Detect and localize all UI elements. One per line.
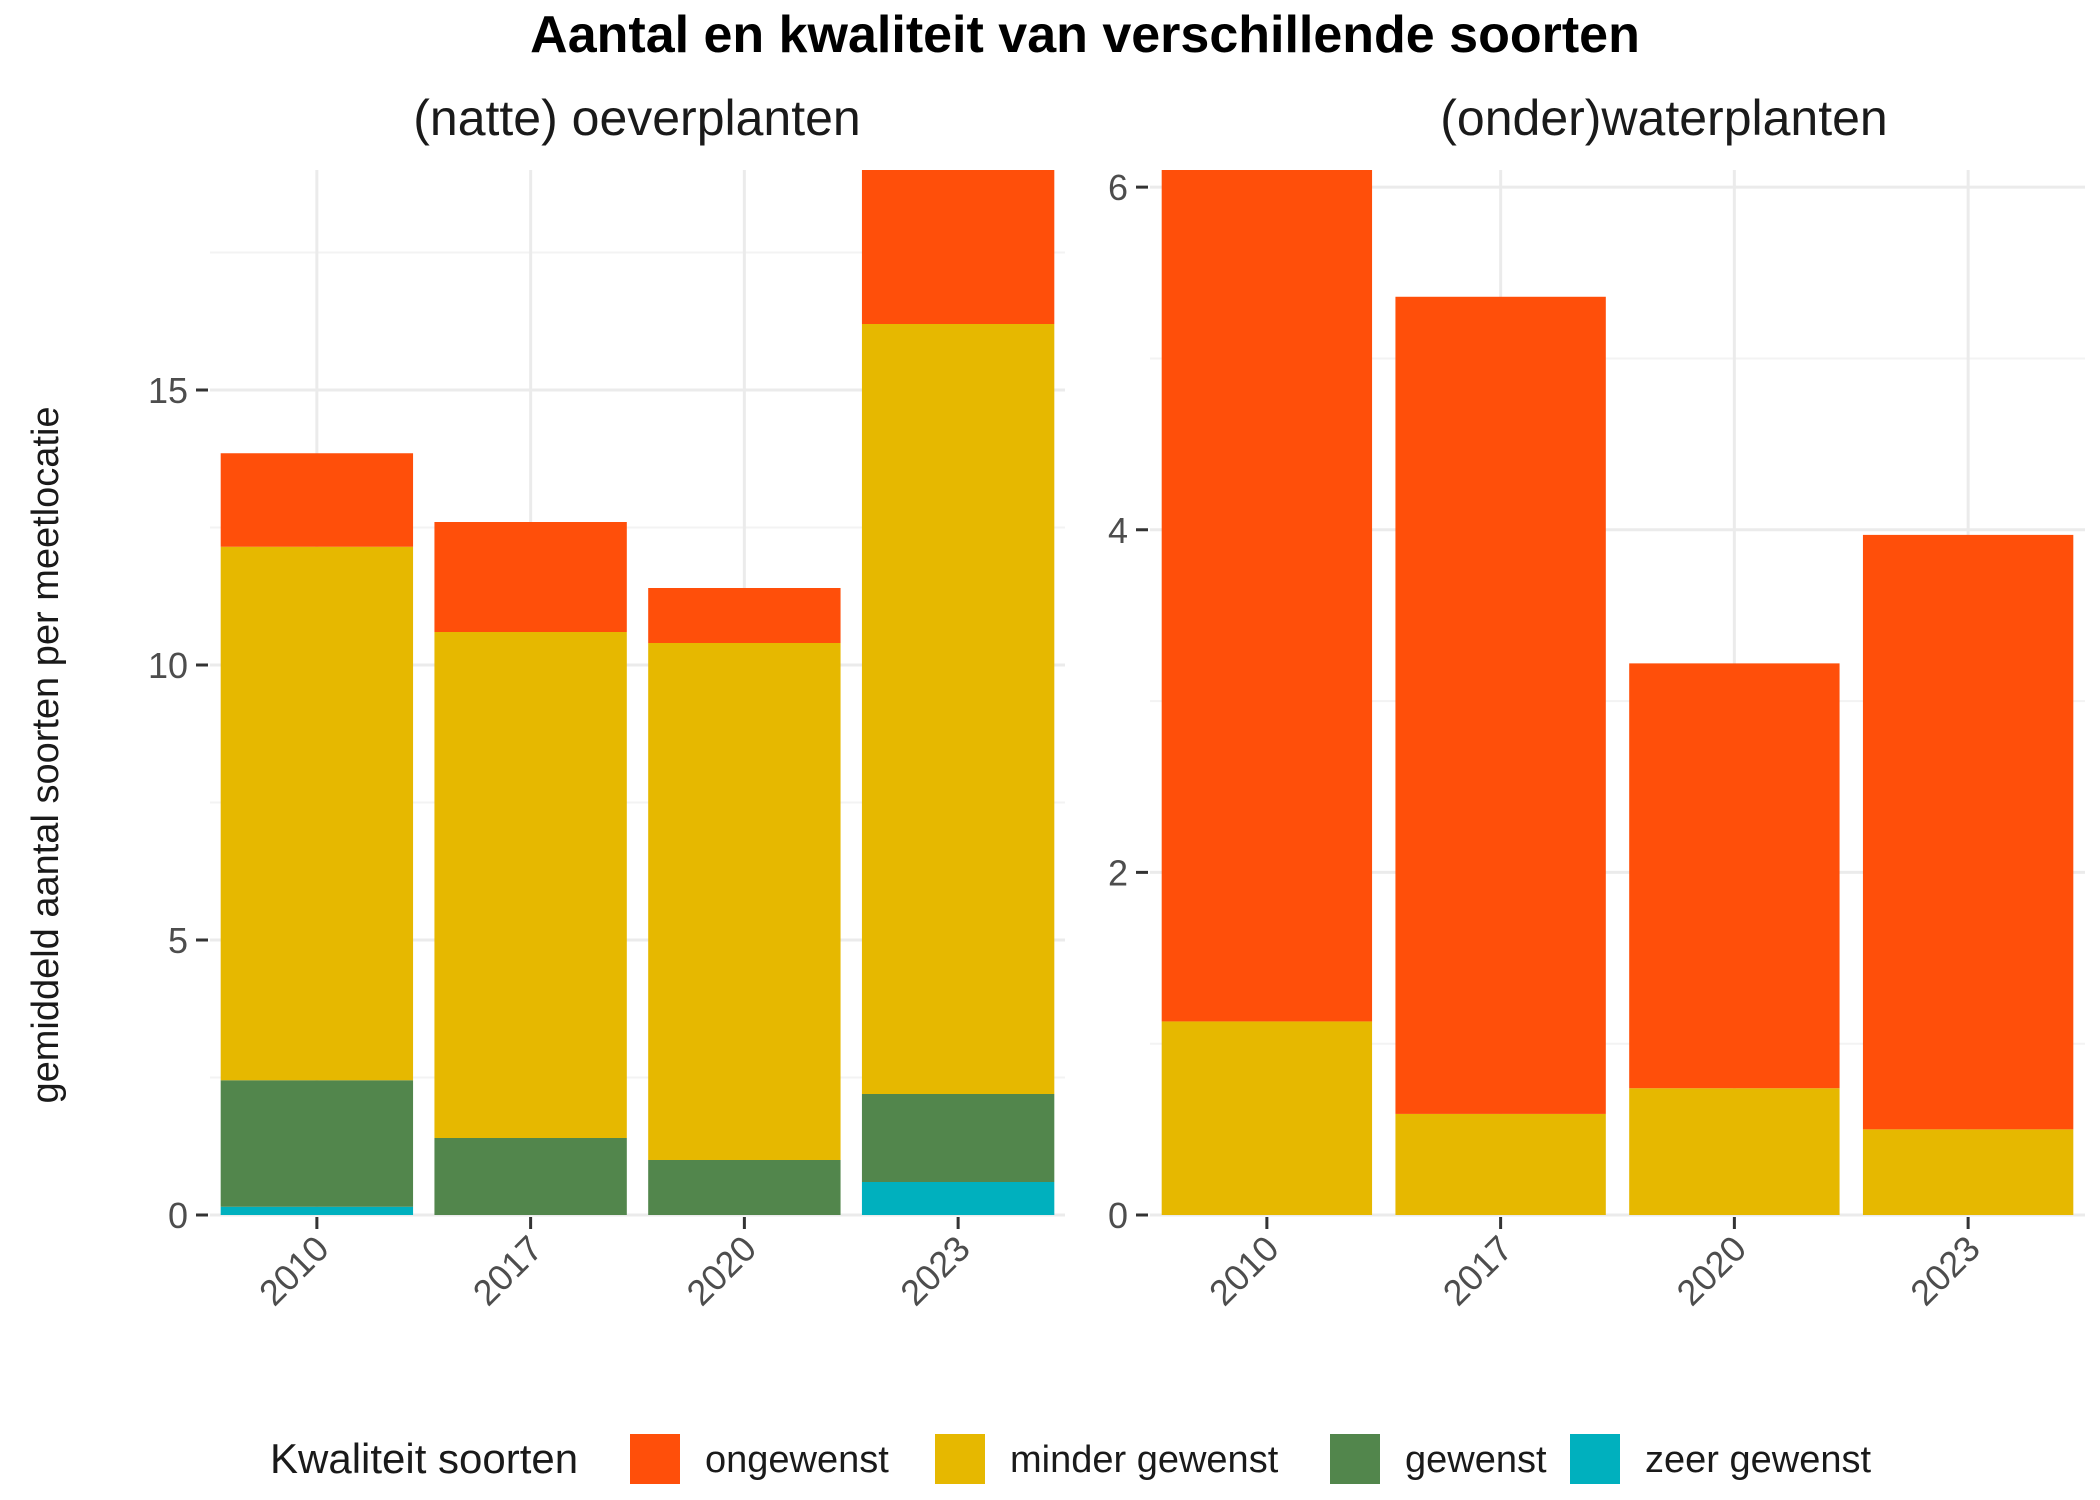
bar-segment-minder-gewenst	[434, 632, 627, 1138]
x-tick-label: 2020	[1668, 1228, 1754, 1314]
bar-segment-ongewenst	[1161, 170, 1373, 1022]
bar-segment-gewenst	[861, 1094, 1055, 1182]
bar-segment-minder-gewenst	[1629, 1088, 1840, 1215]
y-tick-label: 10	[148, 645, 188, 686]
bar-segment-ongewenst	[1629, 663, 1840, 1089]
panel-2: (onder)waterplanten 0 2 4 6 2010 2017 2020 2023	[1108, 90, 2085, 1313]
y-tick-label: 6	[1108, 167, 1128, 208]
legend-key-zeer-gewenst	[1570, 1434, 1620, 1484]
panel-title: (onder)waterplanten	[1440, 90, 1888, 146]
x-tick-label: 2023	[892, 1228, 978, 1314]
legend-label: gewenst	[1405, 1439, 1547, 1481]
bar-segment-gewenst	[434, 1138, 627, 1215]
bar-segment-ongewenst	[648, 588, 841, 643]
x-tick-label: 2023	[1902, 1228, 1988, 1314]
panel-1: (natte) oeverplanten 0 5 10 15 2010 2017 2020 20…	[148, 90, 1065, 1313]
x-tick-label: 2020	[678, 1228, 764, 1314]
x-tick-label: 2010	[1201, 1228, 1287, 1314]
bar-segment-ongewenst	[1862, 534, 2074, 1130]
legend-key-minder-gewenst	[935, 1434, 985, 1484]
x-tick-label: 2017	[1435, 1228, 1521, 1314]
legend: Kwaliteit soorten ongewenst minder gewens…	[270, 1434, 1871, 1484]
chart-title: Aantal en kwaliteit van verschillende so…	[530, 6, 1640, 64]
x-tick-label: 2017	[465, 1228, 551, 1314]
bar-segment-minder-gewenst	[1862, 1129, 2074, 1215]
legend-title: Kwaliteit soorten	[270, 1435, 578, 1482]
bar-segment-zeer-gewenst	[861, 1182, 1055, 1215]
legend-label: ongewenst	[705, 1439, 889, 1481]
bar-segment-ongewenst	[861, 170, 1055, 324]
x-tick-label: 2010	[251, 1228, 337, 1314]
bar-segment-minder-gewenst	[648, 643, 841, 1160]
bar-segment-minder-gewenst	[1161, 1021, 1373, 1215]
y-axis-label: gemiddeld aantal soorten per meetlocatie	[25, 406, 67, 1103]
y-tick-label: 4	[1108, 510, 1128, 551]
bar-segment-minder-gewenst	[861, 324, 1055, 1094]
y-tick-label: 15	[148, 370, 188, 411]
y-tick-label: 0	[168, 1195, 188, 1236]
bar-segment-minder-gewenst	[220, 546, 414, 1081]
bar-segment-ongewenst	[434, 522, 627, 632]
bar-segment-ongewenst	[220, 453, 414, 547]
y-tick-label: 5	[168, 920, 188, 961]
legend-key-ongewenst	[630, 1434, 680, 1484]
y-tick-label: 2	[1108, 852, 1128, 893]
legend-key-gewenst	[1330, 1434, 1380, 1484]
bar-segment-gewenst	[648, 1160, 841, 1215]
legend-label: minder gewenst	[1010, 1439, 1279, 1481]
bar-segment-gewenst	[220, 1080, 414, 1207]
bar-segment-ongewenst	[1395, 296, 1606, 1114]
bar-segment-zeer-gewenst	[220, 1206, 414, 1215]
bar-segment-minder-gewenst	[1395, 1113, 1606, 1215]
legend-label: zeer gewenst	[1645, 1439, 1871, 1481]
y-tick-label: 0	[1108, 1195, 1128, 1236]
panel-title: (natte) oeverplanten	[413, 90, 861, 146]
